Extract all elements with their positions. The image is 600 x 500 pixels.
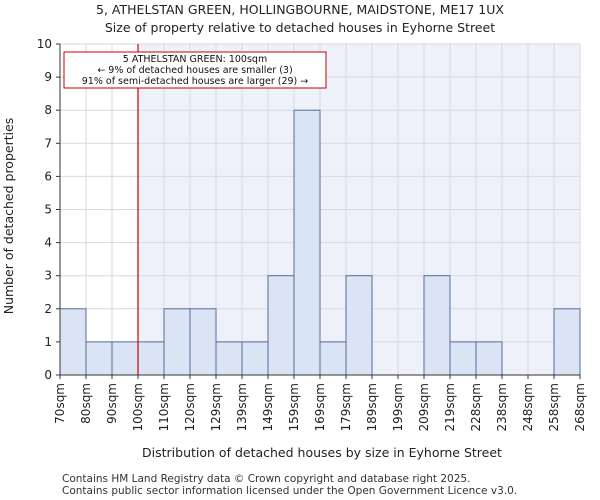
annotation-border	[63, 51, 327, 89]
y-tick-label: 3	[44, 269, 52, 283]
y-tick-label: 6	[44, 169, 52, 183]
bar-110sqm	[163, 308, 191, 376]
x-tick-label: 219sqm	[443, 383, 457, 431]
y-tick-label: 9	[44, 70, 52, 84]
x-tick-label: 100sqm	[131, 383, 145, 431]
y-tick-label: 10	[37, 37, 52, 51]
y-tick-label: 5	[44, 203, 52, 217]
x-tick-label: 70sqm	[53, 383, 67, 424]
x-tick-label: 179sqm	[339, 383, 353, 431]
bar-90sqm	[111, 341, 139, 376]
x-tick-label: 238sqm	[495, 383, 509, 431]
x-tick-label: 268sqm	[573, 383, 587, 431]
annotation-line-1: 5 ATHELSTAN GREEN: 100sqm	[123, 54, 267, 65]
bar-70sqm	[59, 308, 87, 376]
x-tick-label: 209sqm	[417, 383, 431, 431]
y-tick-label: 4	[44, 236, 52, 250]
y-tick-labels: 0 1 2 3 4 5 6 7 8 9 10	[37, 37, 60, 382]
x-axis-label: Distribution of detached houses by size …	[142, 445, 502, 460]
x-tick-label: 129sqm	[209, 383, 223, 431]
bar-120sqm	[189, 308, 217, 376]
x-tick-label: 258sqm	[547, 383, 561, 431]
y-tick-label: 8	[44, 103, 52, 117]
y-tick-label: 7	[44, 136, 52, 150]
x-tick-label: 159sqm	[287, 383, 301, 431]
y-tick-label: 0	[44, 368, 52, 382]
bar-209sqm	[423, 275, 451, 376]
y-tick-label: 2	[44, 302, 52, 316]
bar-159sqm	[293, 109, 321, 376]
x-tick-label: 149sqm	[261, 383, 275, 431]
bar-228sqm	[475, 341, 503, 376]
bar-129sqm	[215, 341, 243, 376]
bar-258sqm	[553, 308, 581, 376]
annotation-line-3: 91% of semi-detached houses are larger (…	[82, 76, 309, 87]
bar-139sqm	[241, 341, 269, 376]
footer-line-1: Contains HM Land Registry data © Crown c…	[62, 473, 470, 485]
x-tick-labels: 70sqm 80sqm 90sqm 100sqm 110sqm 120sqm 129sqm 1…	[53, 375, 587, 431]
y-tick-label: 1	[44, 335, 52, 349]
chart-subtitle: Size of property relative to detached ho…	[105, 20, 495, 35]
x-tick-label: 139sqm	[235, 383, 249, 431]
bar-149sqm	[267, 275, 295, 376]
bars	[59, 109, 581, 376]
x-tick-label: 169sqm	[313, 383, 327, 431]
annotation-line-2: ← 9% of detached houses are smaller (3)	[97, 65, 292, 76]
annotation-box: 5 ATHELSTAN GREEN: 100sqm ← 9% of detach…	[63, 51, 327, 89]
bar-179sqm	[345, 275, 373, 376]
x-tick-label: 189sqm	[365, 383, 379, 431]
footer-line-2: Contains public sector information licen…	[62, 485, 517, 497]
x-tick-label: 90sqm	[105, 383, 119, 424]
bar-219sqm	[449, 341, 477, 376]
bar-80sqm	[85, 341, 113, 376]
y-axis-label: Number of detached properties	[1, 118, 16, 315]
x-tick-label: 110sqm	[157, 383, 171, 431]
x-tick-label: 80sqm	[79, 383, 93, 424]
x-tick-label: 120sqm	[183, 383, 197, 431]
chart-title: 5, ATHELSTAN GREEN, HOLLINGBOURNE, MAIDS…	[96, 2, 504, 17]
bar-100sqm	[137, 341, 165, 376]
x-tick-label: 199sqm	[391, 383, 405, 431]
bar-169sqm	[319, 341, 347, 376]
x-tick-label: 228sqm	[469, 383, 483, 431]
x-tick-label: 248sqm	[521, 383, 535, 431]
